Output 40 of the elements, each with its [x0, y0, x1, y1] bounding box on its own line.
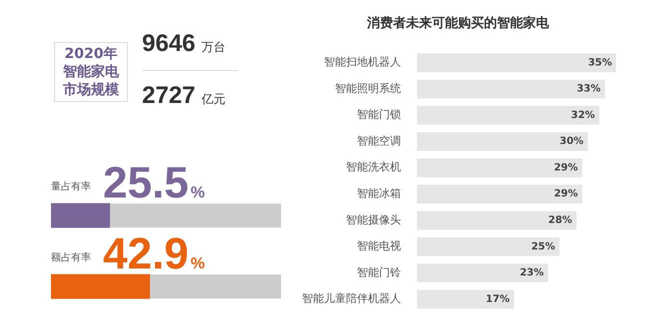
bar — [417, 237, 560, 256]
bar — [417, 80, 605, 98]
data-label: 32% — [571, 110, 595, 121]
text: 万台 — [201, 40, 226, 54]
data-label: 30% — [560, 136, 584, 148]
y-tick-label: 智能电视 — [357, 240, 401, 253]
y-tick-label: 量占有率 — [51, 180, 91, 192]
data-label: 25% — [531, 241, 556, 252]
bar — [417, 132, 588, 151]
text: 2727 — [142, 82, 196, 109]
data-label: 33% — [576, 84, 601, 95]
data-label: 42.9% — [103, 230, 205, 278]
data-label: 35% — [588, 57, 612, 68]
y-tick-label: 智能照明系统 — [335, 82, 401, 95]
y-tick-label: 额占有率 — [51, 252, 91, 264]
bar — [417, 158, 582, 178]
y-tick-label: 智能冰箱 — [357, 187, 401, 200]
text: 2020年智能家电市场规模 — [54, 42, 128, 102]
data-label: 29% — [554, 162, 578, 174]
y-tick-label: 智能门铃 — [357, 266, 401, 279]
data-label: 28% — [548, 215, 572, 226]
text: 9646 — [142, 30, 196, 57]
y-tick-label: 智能洗衣机 — [346, 160, 401, 174]
text: 亿元 — [201, 92, 226, 106]
y-tick-label: 智能扫地机器人 — [324, 56, 401, 69]
bar — [417, 184, 582, 204]
chart-title: 消费者未来可能购买的智能家电 — [366, 15, 550, 32]
y-tick-label: 智能儿童陪伴机器人 — [302, 292, 401, 306]
bar — [417, 211, 577, 230]
data-label: 29% — [554, 188, 578, 200]
bar — [417, 53, 616, 72]
data-label: 23% — [520, 268, 544, 279]
y-tick-label: 智能门锁 — [357, 108, 401, 122]
y-tick-label: 智能摄像头 — [346, 213, 401, 226]
data-label: 17% — [486, 294, 510, 305]
data-label: 25.5% — [103, 158, 205, 208]
bar — [417, 264, 548, 282]
y-tick-label: 智能空调 — [357, 134, 401, 148]
bar — [417, 106, 600, 125]
bar — [417, 290, 514, 309]
